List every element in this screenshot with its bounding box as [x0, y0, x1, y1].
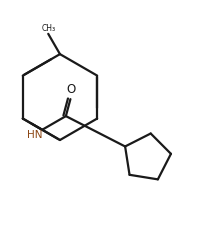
Text: O: O: [67, 83, 76, 96]
Text: CH₃: CH₃: [41, 24, 55, 33]
Text: HN: HN: [27, 130, 43, 140]
